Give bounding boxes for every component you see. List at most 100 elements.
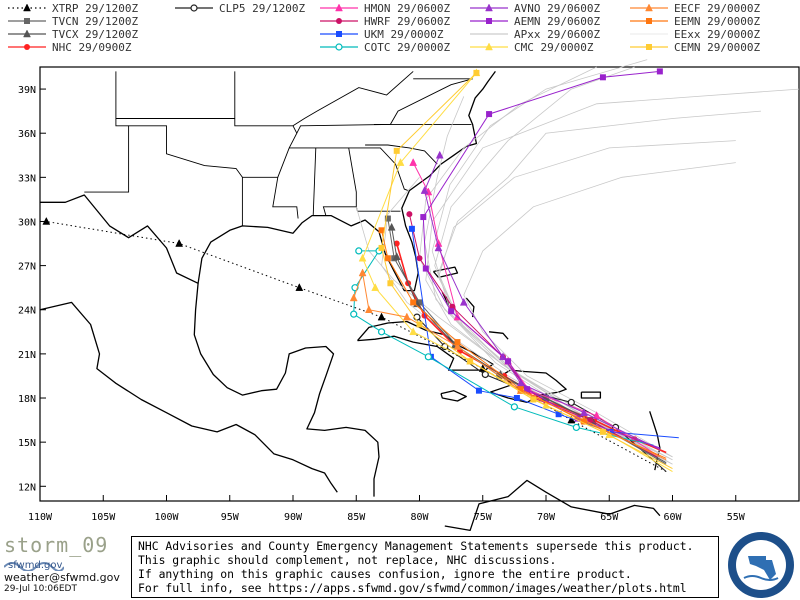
map-area — [39, 59, 800, 532]
track-point — [378, 244, 385, 251]
x-tick-label: 100W — [154, 512, 179, 523]
track-point — [555, 411, 562, 418]
track-point — [371, 283, 380, 291]
track-point — [23, 29, 31, 38]
track-eemn — [378, 227, 667, 459]
track-point — [384, 255, 391, 262]
track-point — [572, 423, 580, 432]
track-point — [402, 312, 411, 321]
legend-item-clp5: CLP5 29/1200Z — [175, 2, 305, 15]
y-tick-label: 15N — [18, 438, 36, 449]
disclaimer-line: This graphic should complement, not repl… — [138, 553, 557, 567]
x-tick-label: 65W — [600, 512, 619, 523]
coast-jamaica — [440, 390, 467, 402]
y-tick-label: 18N — [18, 394, 36, 405]
track-point — [517, 386, 524, 393]
track-point — [384, 215, 391, 222]
track-point — [393, 240, 400, 247]
track-point — [364, 305, 373, 313]
track-point — [355, 247, 363, 255]
disclaimer-line: For full info, see https://apps.sfwmd.go… — [138, 581, 687, 595]
y-tick-label: 30N — [18, 217, 36, 228]
track-point — [358, 268, 367, 277]
x-tick-label: 85W — [347, 512, 366, 523]
legend-item-eecf: EECF 29/0000Z — [630, 2, 760, 15]
track-point — [510, 403, 518, 411]
legend-item-tvcn: TVCN 29/1200Z — [8, 15, 138, 28]
legend-label: AEMN 29/0600Z — [514, 15, 600, 28]
track-point — [336, 18, 342, 24]
legend-label: COTC 29/0000Z — [364, 41, 450, 54]
track-point — [505, 358, 512, 365]
track-point — [23, 3, 31, 12]
legend-item-apxx: APxx 29/0600Z — [470, 28, 600, 41]
track-point — [646, 44, 652, 50]
sfwmd-wordmark: sfwmd.gov — [4, 560, 64, 571]
coast-gulf-mexico — [193, 283, 380, 497]
state-border — [292, 71, 414, 127]
track-point — [416, 299, 423, 306]
track-point — [387, 222, 396, 231]
track-point — [473, 69, 480, 76]
legend-label: TVCX 29/1200Z — [52, 28, 138, 41]
x-tick-label: 95W — [221, 512, 240, 523]
axes: 110W 105W 100W 95W 90W 85W 80W 75W 70W 65W 60W 55W 1… — [18, 85, 746, 523]
disclaimer-box: NHC Advisories and County Emergency Mana… — [131, 536, 719, 598]
track-line — [353, 271, 667, 461]
track-point — [416, 321, 423, 328]
track-point — [524, 386, 531, 393]
x-tick-label: 55W — [727, 512, 746, 523]
track-point — [422, 265, 429, 272]
track-point — [336, 31, 342, 37]
map-frame — [39, 66, 800, 502]
track-point — [387, 280, 394, 287]
track-point — [424, 353, 432, 361]
legend-item-eexx: EExx 29/0000Z — [630, 28, 760, 41]
track-point — [485, 42, 493, 51]
x-tick-label: 80W — [410, 512, 429, 523]
track-point — [350, 310, 358, 318]
issue-timestamp: 29-Jul 10:06EDT — [4, 584, 77, 594]
x-tick-label: 60W — [663, 512, 682, 523]
track-point — [393, 147, 400, 154]
track-point — [396, 158, 405, 166]
track-point — [408, 225, 415, 232]
x-tick-label: 90W — [284, 512, 303, 523]
legend-label: AVNO 29/0600Z — [514, 2, 600, 15]
track-point — [587, 417, 594, 424]
y-tick-label: 12N — [18, 482, 36, 493]
legend-item-cmc: CMC 29/0000Z — [470, 41, 594, 54]
track-point — [599, 428, 606, 435]
track-point — [24, 44, 30, 50]
track-xtrp — [42, 216, 667, 473]
track-point — [567, 398, 575, 407]
legend-item-nhc: NHC 29/0900Z — [8, 41, 132, 54]
legend-label: HMON 29/0600Z — [364, 2, 450, 15]
state-borders — [84, 71, 473, 226]
track-point — [24, 18, 30, 24]
track-point — [486, 18, 492, 24]
track-point — [358, 253, 367, 262]
track-point — [607, 428, 614, 435]
legend-item-cemn: CEMN 29/0000Z — [630, 41, 760, 54]
y-tick-label: 24N — [18, 306, 36, 317]
legend-label: CEMN 29/0000Z — [674, 41, 760, 54]
track-point — [409, 158, 418, 166]
track-line — [424, 155, 661, 450]
legend-label: TVCN 29/1200Z — [52, 15, 138, 28]
track-point — [485, 3, 493, 12]
storm-label: storm_09 — [4, 533, 109, 557]
state-border — [296, 78, 473, 134]
x-tick-label: 105W — [91, 512, 116, 523]
ensemble-track — [424, 96, 661, 455]
track-point — [190, 4, 198, 12]
ensemble-track — [438, 140, 736, 461]
y-tick-label: 27N — [18, 262, 36, 273]
sfwmd-seal-logo — [728, 532, 794, 598]
track-point — [434, 243, 443, 252]
track-point — [481, 370, 489, 379]
track-point — [175, 238, 184, 247]
x-tick-label: 75W — [474, 512, 493, 523]
track-point — [420, 214, 427, 221]
